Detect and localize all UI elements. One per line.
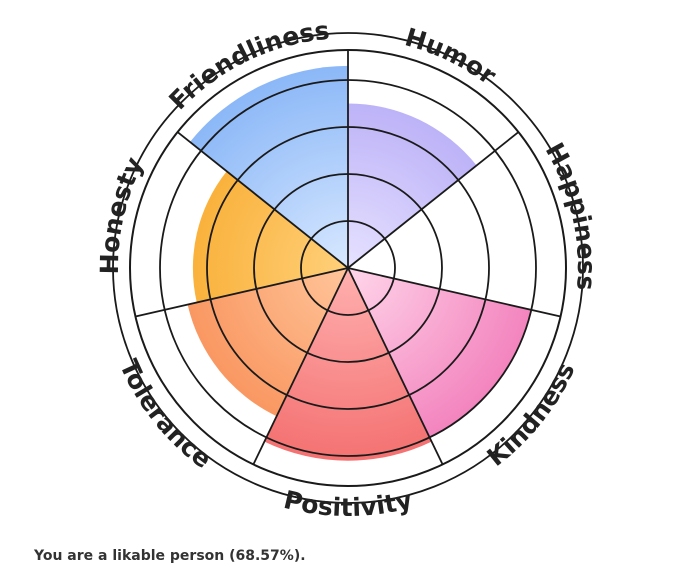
personality-wheel-chart: Friendliness Humor Happiness Kindness Positi…	[95, 16, 601, 522]
spoke-5	[252, 267, 349, 465]
spoke-3	[347, 267, 561, 318]
label-tolerance: Tolerance	[114, 355, 217, 474]
spoke-6	[135, 267, 349, 318]
sector-humor	[348, 103, 477, 268]
label-humor: Humor	[402, 23, 502, 91]
spoke-4	[347, 267, 444, 465]
sector-honesty	[192, 171, 348, 303]
sector-positivity	[264, 268, 432, 461]
sector-tolerance	[187, 268, 348, 417]
result-text: You are a likable person (68.57%).	[34, 548, 306, 564]
label-positivity: Positivity	[281, 485, 415, 522]
spoke-7	[176, 131, 349, 269]
label-honesty: Honesty	[95, 153, 149, 275]
wheel-svg: Friendliness HumorHappinessKindnessPositi…	[95, 16, 601, 522]
sector-friendliness	[189, 65, 348, 269]
label-happiness: Happiness	[540, 138, 601, 291]
grid-ring-5	[112, 32, 584, 504]
spoke-2	[347, 131, 520, 269]
